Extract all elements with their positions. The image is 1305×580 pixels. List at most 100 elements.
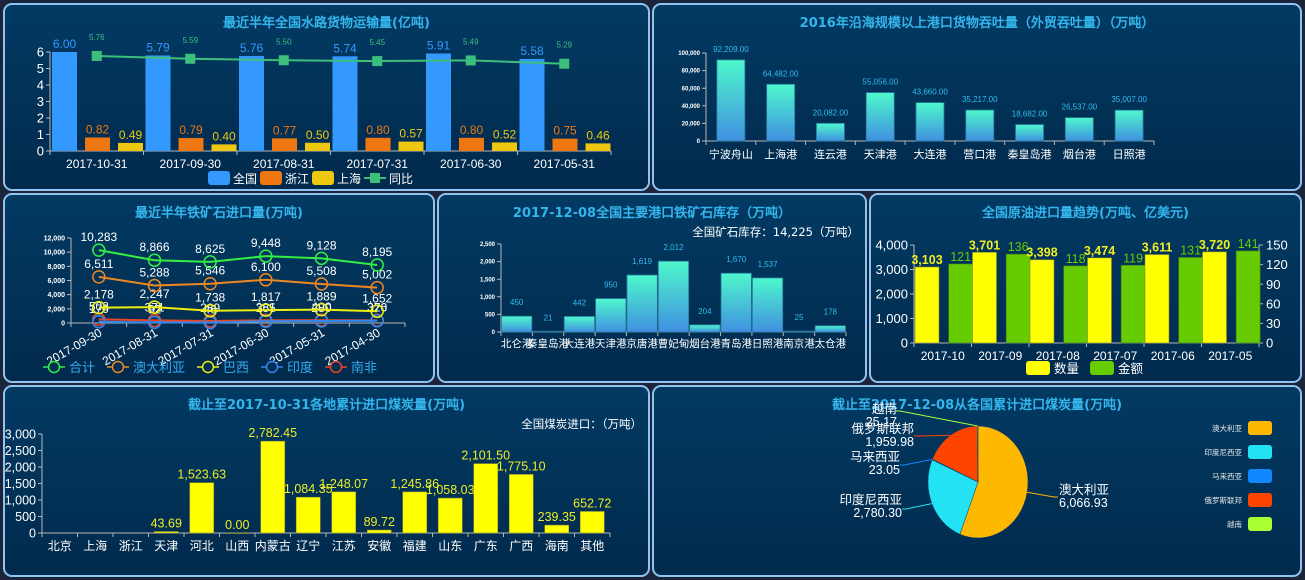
point-value-label: 10,283 [80,230,117,244]
point-value-label: 9,128 [306,238,336,252]
chart-title: 最近半年铁矿石进口量(万吨) [135,206,303,221]
x-tick-label: 江苏 [332,539,356,553]
chart-title: 2017-12-08全国主要港口铁矿石库存（万吨） [512,206,792,221]
pie-label-value: 23.05 [869,463,900,477]
line-value-label: 5.59 [182,36,198,45]
bar-value-label: 2,012 [663,243,684,252]
x-tick-label: 秦皇岛港 [527,337,569,350]
bar-value-label: 25 [795,313,804,322]
point-value-label: 5,546 [195,264,225,278]
bar-金额 [948,263,973,344]
y-tick-label: 30 [1266,316,1280,331]
bar-金额 [1235,250,1261,344]
line-point [92,270,106,284]
y-tick-label: 2,000 [47,306,65,313]
line-point [314,277,329,291]
line-point [259,314,273,328]
bar-value-label: 35,007.00 [1111,95,1147,104]
x-tick-label: 广东 [474,539,498,553]
x-tick-label: 2017-09-30 [160,157,222,171]
line-point [147,278,162,293]
point-value-label: 5,002 [362,268,392,282]
legend-label: 同比 [389,172,413,186]
pie-slice-印度尼西亚 [927,459,979,535]
legend-swatch [312,171,334,185]
line-value-label: 5.45 [369,38,385,47]
bar-全国 [519,58,545,151]
water-transport-chart: 0 12 34 56 6.00 0.82 0.49 2017-10-31 5.79 0.79 0.4… [37,33,612,186]
bar [783,330,815,333]
x-tick-label: 营口港 [963,147,996,161]
line-value-label: 5.76 [89,33,105,42]
line-巴西 [98,306,378,313]
bar [816,122,845,142]
point-value-label: 6,100 [251,260,281,274]
bar [260,440,286,534]
bar [532,330,564,333]
y-tick-label: 500 [15,510,36,524]
bar-value-label: 141 [1238,237,1259,251]
bar-value-label: 5.58 [520,44,544,58]
y-tick-label: 500 [485,313,496,319]
bar-value-label: 26,537.00 [1062,103,1098,112]
legend-label: 金额 [1118,361,1144,376]
bar [720,272,752,333]
bar-value-label: 21 [544,313,553,322]
bar-数量 [1202,251,1227,344]
line-point [370,258,384,272]
x-tick-label: 北仑港 [501,337,533,350]
y-tick-label: 0 [29,526,36,540]
bar [563,316,595,333]
pie-slice-澳大利亚 [959,425,1029,539]
bar-value-label: 121 [950,250,971,264]
pie-label-name: 印度尼西亚 [839,492,902,507]
bar-数量 [1029,259,1055,344]
line-point [92,315,106,329]
y-tick-label: 2,500 [480,242,496,248]
line-合计 [98,249,378,266]
bar-value-label: 136 [1008,240,1029,254]
y-tick-label: 0 [37,144,44,159]
x-tick-label: 2017-05 [1208,349,1252,363]
bar-上海 [305,142,330,151]
x-tick-label: 海南 [545,538,569,553]
panel-crude-oil: 全国原油进口量趋势(万吨、亿美元) 0 1,000 2,000 3,000 4,000 0… [869,193,1302,383]
x-tick-label: 天津港 [595,338,627,350]
legend-swatch [1248,469,1272,483]
line-point [147,300,162,314]
bar [965,109,995,142]
bar-value-label: 3,720 [1199,238,1230,252]
y-tick-label: 3,000 [5,427,36,441]
bar-value-label: 3,611 [1142,241,1173,255]
bar [153,531,179,534]
bar-金额 [1063,265,1088,344]
bar-value-label: 18,682.00 [1012,110,1048,119]
bar-value-label: 0.57 [399,127,423,141]
bar-浙江 [178,137,204,151]
line-point [92,243,106,257]
crude-oil-chart: 0 1,000 2,000 3,000 4,000 0 30 60 90 120 150 3,103 1… [875,237,1288,376]
legend-label: 澳大利亚 [133,360,185,375]
y-tick-label: 4 [37,78,44,93]
bar [915,102,945,142]
bar-浙江 [85,137,110,151]
bar-value-label: 0.52 [493,127,517,141]
bar-数量 [1144,254,1170,344]
bar-value-label: 1,084.35 [284,482,333,496]
y-tick-label: 120 [1266,257,1288,272]
x-tick-label: 上海 [83,538,107,553]
bar-value-label: 1,670 [726,255,747,264]
total-stock-note: 全国矿石库存：14,225（万吨） [692,225,859,239]
bar [865,92,895,142]
bar-上海 [118,142,143,151]
point-value-label: 6,511 [84,257,113,271]
y-tick-label: 0 [697,139,701,145]
line-point [147,253,162,267]
pie-label-value: 2,780.30 [853,506,902,520]
bar-value-label: 3,701 [969,238,1000,252]
legend-swatch [1248,517,1272,531]
bar-value-label: 1,248.07 [319,477,368,491]
chart-title: 最近半年全国水路货物运输量(亿吨) [223,16,430,31]
x-tick-label: 安徽 [367,538,391,553]
legend-label: 澳大利亚 [1212,423,1242,433]
